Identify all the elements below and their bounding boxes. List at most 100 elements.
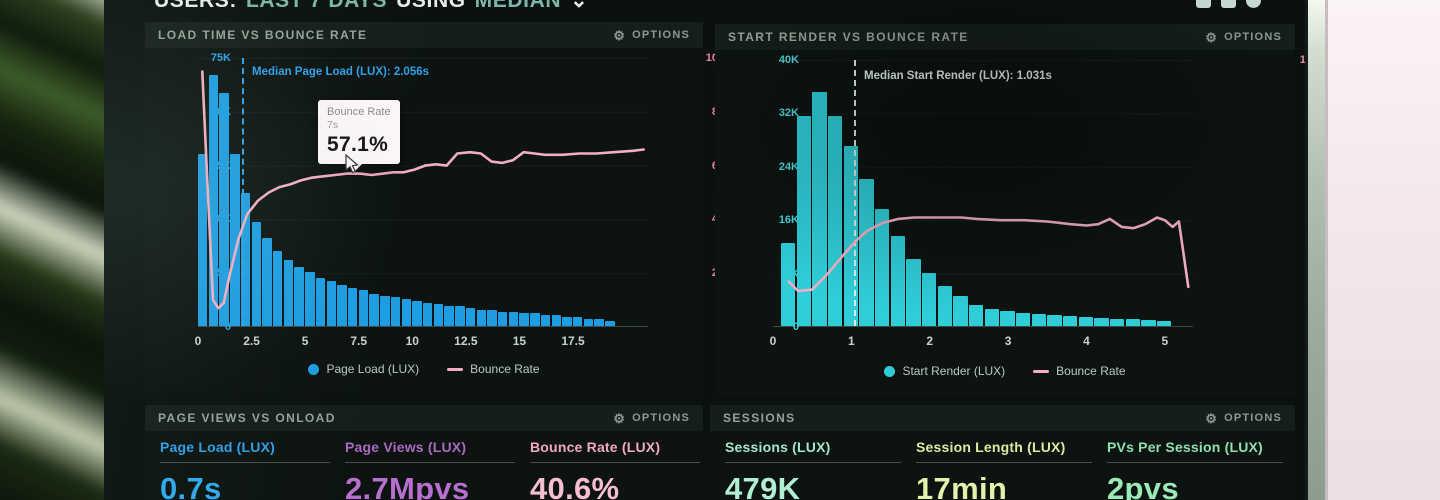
histogram-bar[interactable] (390, 297, 401, 326)
legend-item[interactable]: Bounce Rate (447, 362, 540, 376)
histogram-bar[interactable] (551, 315, 561, 326)
axis-tick-label: 2.5 (243, 334, 260, 348)
histogram-bar[interactable] (937, 285, 952, 326)
options-button[interactable]: ⚙ OPTIONS (613, 29, 690, 42)
histogram-bar[interactable] (540, 315, 551, 326)
histogram-bar[interactable] (1125, 319, 1140, 326)
histogram-bar[interactable] (519, 313, 529, 326)
histogram-bar[interactable] (476, 309, 486, 326)
axis-tick-label: 17.5 (561, 334, 585, 348)
legend-item[interactable]: Bounce Rate (1033, 364, 1126, 378)
histogram-bar[interactable] (508, 311, 519, 326)
histogram-bar[interactable] (796, 115, 811, 326)
histogram-bar[interactable] (1078, 317, 1093, 326)
metric: Bounce Rate (LUX) 40.6% (530, 439, 700, 500)
header-icons (1196, 0, 1261, 8)
histogram-bar[interactable] (251, 222, 261, 326)
histogram-bar[interactable] (198, 153, 208, 326)
histogram-bar[interactable] (874, 209, 890, 326)
histogram-bar[interactable] (859, 179, 874, 326)
options-button[interactable]: ⚙ OPTIONS (1205, 31, 1282, 44)
options-button[interactable]: ⚙ OPTIONS (1205, 412, 1282, 425)
mouse-cursor-icon (345, 154, 359, 174)
histogram-bar[interactable] (240, 193, 251, 326)
bounce-rate-line[interactable] (773, 60, 1193, 327)
histogram-bar[interactable] (348, 288, 358, 326)
metrics-row: Page Load (LUX) 0.7s Page Views (LUX) 2.7Mp… (160, 439, 700, 500)
histogram-bar[interactable] (498, 311, 508, 326)
histogram-bar[interactable] (219, 92, 229, 326)
histogram-bar[interactable] (890, 235, 905, 326)
start-render-plot[interactable] (773, 60, 1193, 327)
page-title-dropdown[interactable]: USERS: LAST 7 DAYS USING MEDIAN ⌄ (154, 0, 597, 13)
divider (916, 462, 1092, 463)
histogram-bar[interactable] (562, 317, 572, 326)
histogram-bar[interactable] (315, 277, 326, 326)
legend-item[interactable]: Page Load (LUX) (308, 362, 419, 376)
histogram-bar[interactable] (1094, 318, 1109, 326)
histogram-bar[interactable] (262, 238, 272, 326)
clipboard-icon[interactable] (1221, 0, 1236, 8)
histogram-bar[interactable] (605, 320, 615, 326)
histogram-bar[interactable] (1141, 320, 1156, 326)
histogram-bar[interactable] (305, 272, 315, 326)
histogram-bar[interactable] (412, 300, 422, 326)
metric: PVs Per Session (LUX) 2pvs (1107, 439, 1283, 500)
histogram-bar[interactable] (487, 309, 497, 326)
histogram-bar[interactable] (594, 318, 604, 326)
axis-tick-label: 0 (194, 334, 202, 348)
divider (160, 462, 330, 463)
histogram-bar[interactable] (968, 304, 984, 326)
histogram-bar[interactable] (812, 92, 827, 326)
histogram-bar[interactable] (208, 74, 219, 326)
histogram-bar[interactable] (953, 295, 968, 326)
histogram-bar[interactable] (369, 293, 379, 326)
histogram-bar[interactable] (283, 259, 294, 326)
histogram-bar[interactable] (433, 304, 444, 326)
scrollbar[interactable] (1305, 0, 1325, 500)
metric: Page Views (LUX) 2.7Mpvs (345, 439, 515, 500)
bounce-rate-line[interactable] (198, 58, 648, 327)
histogram-bar[interactable] (1031, 314, 1046, 326)
histogram-bar[interactable] (1109, 318, 1125, 326)
histogram-bar[interactable] (583, 318, 594, 326)
y-axis-left: 75K60K45K30K15K0 (151, 52, 231, 333)
histogram-bar[interactable] (337, 284, 347, 326)
legend-item[interactable]: Start Render (LUX) (884, 364, 1005, 378)
histogram-bar[interactable] (465, 308, 476, 326)
histogram-bar[interactable] (1156, 320, 1172, 326)
histogram-bar[interactable] (358, 290, 369, 326)
histogram-bar[interactable] (921, 272, 937, 326)
metric-value: 0.7s (160, 471, 222, 500)
histogram-bar[interactable] (906, 259, 921, 326)
axis-tick-label: 4 (1083, 334, 1090, 348)
options-label: OPTIONS (1224, 31, 1282, 43)
options-button[interactable]: ⚙ OPTIONS (613, 412, 690, 425)
x-axis: 0 2.5 5 7.5 10 12.5 15 17.5 (194, 334, 648, 350)
histogram-bar[interactable] (455, 306, 465, 326)
load-time-plot[interactable] (198, 58, 648, 327)
options-label: OPTIONS (632, 29, 690, 41)
info-icon[interactable] (1246, 0, 1261, 8)
histogram-bar[interactable] (984, 309, 999, 326)
histogram-bar[interactable] (530, 313, 540, 326)
histogram-bar[interactable] (444, 306, 454, 326)
histogram-bar[interactable] (1047, 315, 1062, 326)
histogram-bar[interactable] (380, 295, 390, 326)
chart-legend: Page Load (LUX) Bounce Rate (145, 362, 703, 376)
histogram-bar[interactable] (326, 281, 336, 326)
histogram-bar[interactable] (423, 302, 433, 326)
histogram-bar[interactable] (1062, 316, 1078, 326)
histogram-bar[interactable] (827, 115, 843, 326)
plant-background (0, 0, 116, 500)
histogram-bar[interactable] (401, 299, 411, 326)
axis-tick-label: 0 (792, 321, 799, 333)
histogram-bar[interactable] (273, 250, 283, 326)
histogram-bar[interactable] (573, 317, 583, 326)
histogram-bar[interactable] (230, 153, 240, 326)
histogram-bar[interactable] (1015, 312, 1031, 326)
histogram-bar[interactable] (780, 242, 796, 326)
histogram-bar[interactable] (294, 266, 304, 326)
histogram-bar[interactable] (1000, 311, 1015, 326)
share-icon[interactable] (1196, 0, 1211, 8)
